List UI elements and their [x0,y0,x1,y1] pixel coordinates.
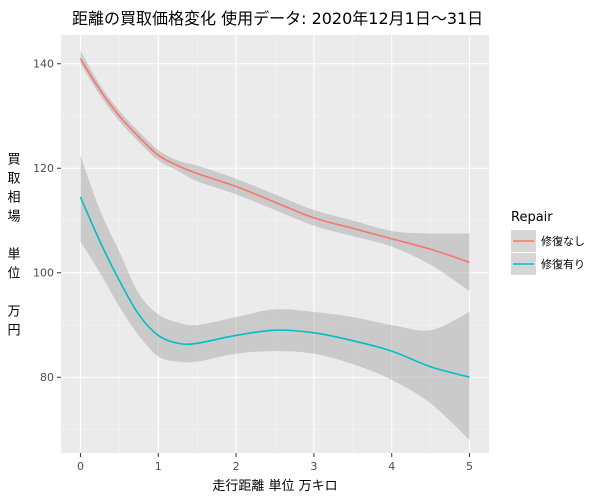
x-tick-label: 2 [233,460,240,473]
y-tick-label: 120 [33,162,54,175]
confidence-band-1 [80,50,470,292]
confidence-band-2 [80,155,470,440]
x-tick-label: 3 [310,460,317,473]
series-line-1 [79,58,470,264]
series-lines [79,58,470,379]
y-axis-title-char: 取 [7,172,20,187]
x-tick-label: 4 [388,460,395,473]
x-axis: 0 1 2 3 4 5 [77,453,473,473]
x-tick-label: 5 [466,460,473,473]
confidence-ribbons [80,50,470,440]
y-axis-title-char: 万 [7,305,20,320]
y-axis: 80 100 120 140 [33,58,61,384]
series-line-2 [79,196,470,379]
y-axis-title-char: 買 [7,153,20,168]
y-axis-title-char: 単 [7,247,20,263]
x-tick-label: 0 [77,460,84,473]
legend-label: 修復有り [541,257,585,271]
grid-minor [61,35,489,453]
grid-major [61,35,489,453]
y-tick-label: 140 [33,58,54,71]
chart-title: 距離の買取価格変化 使用データ: 2020年12月1日～31日 [72,9,483,28]
y-tick-label: 100 [33,267,54,280]
y-tick-label: 80 [40,371,54,384]
y-axis-title-char: 相 [7,191,20,206]
y-axis-title-char: 場 [7,210,20,225]
x-axis-title: 走行距離 単位 万キロ [212,478,337,494]
legend-title: Repair [511,210,553,225]
y-axis-title-char: 円 [7,324,20,339]
y-axis-title-char: 位 [7,267,20,282]
legend-label: 修復なし [541,234,585,248]
x-tick-label: 1 [155,460,162,473]
